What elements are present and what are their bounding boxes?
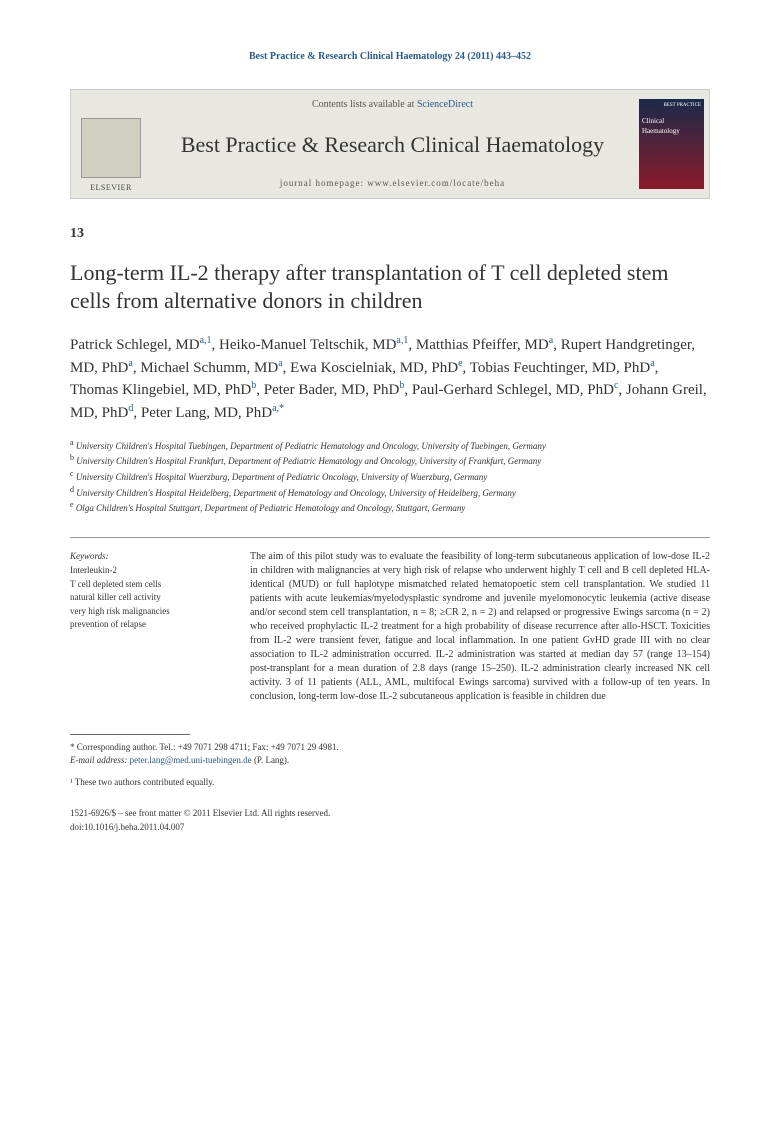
- contents-prefix: Contents lists available at: [312, 99, 417, 110]
- author-list: Patrick Schlegel, MDa,1, Heiko-Manuel Te…: [70, 334, 710, 425]
- doi-line: doi:10.1016/j.beha.2011.04.007: [70, 821, 710, 835]
- email-line: E-mail address: peter.lang@med.uni-tuebi…: [70, 754, 710, 768]
- footnote-separator: [70, 734, 190, 735]
- email-suffix: (P. Lang).: [252, 755, 290, 765]
- elsevier-label: ELSEVIER: [90, 182, 132, 193]
- abstract-text: The aim of this pilot study was to evalu…: [250, 550, 710, 704]
- article-title: Long-term IL-2 therapy after transplanta…: [70, 259, 710, 316]
- sciencedirect-link[interactable]: ScienceDirect: [417, 99, 473, 110]
- affiliation-item: d University Children's Hospital Heidelb…: [70, 484, 710, 500]
- cover-small-text: BEST PRACTICE: [642, 102, 701, 109]
- keyword-item: T cell depleted stem cells: [70, 578, 225, 592]
- issn-copyright-line: 1521-6926/$ – see front matter © 2011 El…: [70, 807, 710, 821]
- journal-cover-thumb: BEST PRACTICE Clinical Haematology: [639, 99, 704, 189]
- affiliation-item: a University Children's Hospital Tuebing…: [70, 437, 710, 453]
- journal-banner: ELSEVIER Contents lists available at Sci…: [70, 89, 710, 199]
- keyword-item: Interleukin-2: [70, 564, 225, 578]
- keyword-item: prevention of relapse: [70, 618, 225, 632]
- affiliation-item: c University Children's Hospital Wuerzbu…: [70, 468, 710, 484]
- journal-title: Best Practice & Research Clinical Haemat…: [161, 132, 624, 158]
- citation-header: Best Practice & Research Clinical Haemat…: [70, 50, 710, 64]
- affiliation-item: b University Children's Hospital Frankfu…: [70, 452, 710, 468]
- contents-available-line: Contents lists available at ScienceDirec…: [161, 98, 624, 112]
- keyword-item: very high risk malignancies: [70, 605, 225, 619]
- email-prefix: E-mail address:: [70, 755, 130, 765]
- article-number: 13: [70, 224, 710, 244]
- keywords-block: Keywords: Interleukin-2T cell depleted s…: [70, 550, 225, 704]
- keyword-item: natural killer cell activity: [70, 591, 225, 605]
- footnotes-block: * Corresponding author. Tel.: +49 7071 2…: [70, 741, 710, 790]
- keywords-items: Interleukin-2T cell depleted stem cellsn…: [70, 564, 225, 632]
- elsevier-tree-icon: [81, 118, 141, 178]
- banner-cover: BEST PRACTICE Clinical Haematology: [634, 90, 709, 198]
- keywords-heading: Keywords:: [70, 550, 225, 564]
- affiliation-item: e Olga Children's Hospital Stuttgart, De…: [70, 499, 710, 515]
- homepage-label: journal homepage:: [280, 178, 367, 188]
- equal-contribution-note: ¹ These two authors contributed equally.: [70, 776, 710, 790]
- corresponding-email-link[interactable]: peter.lang@med.uni-tuebingen.de: [130, 755, 252, 765]
- cover-title: Clinical Haematology: [642, 117, 701, 137]
- banner-center: Contents lists available at ScienceDirec…: [151, 90, 634, 198]
- corresponding-author-note: * Corresponding author. Tel.: +49 7071 2…: [70, 741, 710, 755]
- copyright-block: 1521-6926/$ – see front matter © 2011 El…: [70, 807, 710, 834]
- affiliations-list: a University Children's Hospital Tuebing…: [70, 437, 710, 515]
- homepage-url[interactable]: www.elsevier.com/locate/beha: [367, 178, 505, 188]
- keywords-abstract-row: Keywords: Interleukin-2T cell depleted s…: [70, 537, 710, 704]
- banner-publisher: ELSEVIER: [71, 90, 151, 198]
- homepage-line: journal homepage: www.elsevier.com/locat…: [161, 177, 624, 190]
